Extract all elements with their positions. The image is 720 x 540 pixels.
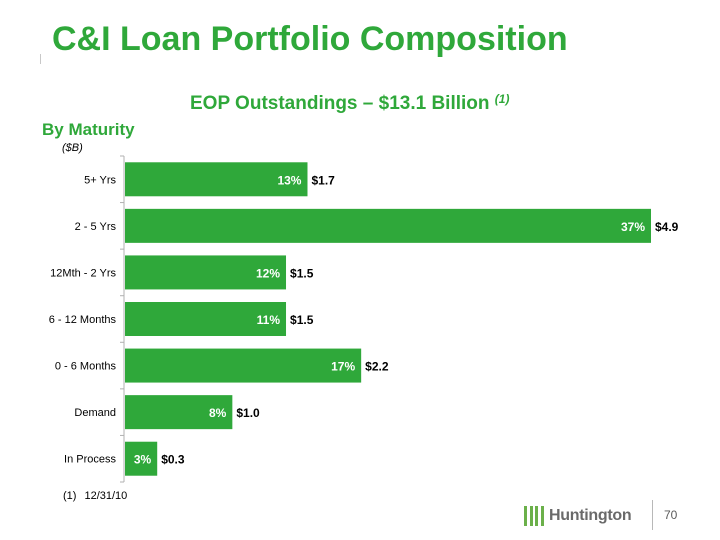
title-divider [40, 54, 41, 64]
category-label: In Process [64, 454, 116, 466]
page-title: C&I Loan Portfolio Composition [52, 20, 568, 58]
category-label: 5+ Yrs [84, 174, 116, 186]
footnote-text: 12/31/10 [84, 490, 128, 502]
bar-percent-label: 8% [209, 406, 227, 420]
bar-percent-label: 11% [257, 313, 281, 327]
category-label: Demand [74, 407, 116, 419]
footer-divider [652, 500, 653, 530]
bar-value-label: $1.5 [290, 266, 314, 280]
chart-subtitle: EOP Outstandings – $13.1 Billion (1) [190, 92, 509, 115]
section-label: By Maturity [42, 120, 135, 139]
logo-text: Huntington [549, 507, 632, 524]
huntington-logo-icon [524, 506, 544, 526]
bar-value-label: $1.7 [311, 173, 335, 187]
category-label: 6 - 12 Months [49, 314, 117, 326]
bar-2 [125, 255, 287, 290]
bar-4 [125, 348, 362, 383]
bar-value-label: $2.2 [365, 360, 389, 374]
bar-0 [125, 162, 308, 197]
bar-value-label: $1.5 [290, 313, 314, 327]
bar-6 [125, 441, 158, 476]
bar-value-label: $0.3 [161, 453, 185, 467]
category-label: 0 - 6 Months [55, 361, 117, 373]
category-label: 12Mth - 2 Yrs [50, 267, 116, 279]
bar-value-label: $4.9 [655, 220, 679, 234]
bar-percent-label: 17% [331, 360, 355, 374]
subtitle-text: EOP Outstandings – $13.1 Billion [190, 93, 490, 114]
bar-percent-label: 12% [256, 266, 280, 280]
category-label: 2 - 5 Yrs [75, 221, 117, 233]
bar-3 [125, 302, 287, 336]
bar-percent-label: 37% [621, 220, 645, 234]
huntington-logo: Huntington [524, 506, 632, 526]
subtitle-footnote-ref: (1) [494, 92, 510, 106]
bar-1 [125, 208, 651, 243]
unit-label: ($B) [62, 142, 83, 154]
bar-5 [125, 395, 233, 430]
footnote: (1) 12/31/10 [63, 490, 127, 502]
bar-percent-label: 3% [134, 453, 152, 467]
bar-value-label: $1.0 [236, 406, 260, 420]
page-number: 70 [664, 508, 678, 522]
bar-percent-label: 13% [277, 173, 301, 187]
footnote-marker: (1) [63, 490, 77, 502]
